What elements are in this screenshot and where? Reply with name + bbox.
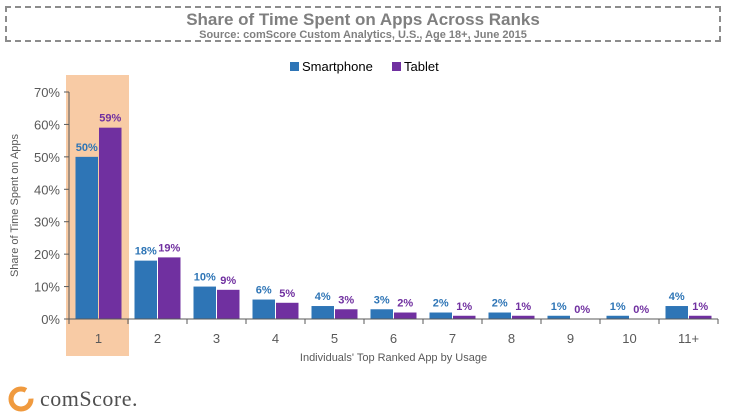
bar-tablet bbox=[276, 302, 299, 319]
data-label-tablet: 1% bbox=[515, 301, 531, 313]
legend-label-tablet: Tablet bbox=[404, 59, 439, 74]
legend-swatch-smartphone bbox=[290, 62, 299, 71]
data-label-smartphone: 18% bbox=[135, 246, 157, 258]
x-tick-label: 5 bbox=[331, 331, 338, 346]
bar-tablet bbox=[512, 315, 535, 319]
y-tick-label: 30% bbox=[34, 215, 60, 230]
legend-swatch-tablet bbox=[392, 62, 401, 71]
bar-tablet bbox=[99, 127, 122, 320]
bar-smartphone bbox=[75, 156, 98, 319]
bar-tablet bbox=[453, 315, 476, 319]
bar-smartphone bbox=[134, 260, 157, 319]
legend-label-smartphone: Smartphone bbox=[302, 59, 373, 74]
data-label-smartphone: 4% bbox=[315, 291, 331, 303]
data-label-tablet: 59% bbox=[99, 113, 121, 125]
data-label-tablet: 3% bbox=[338, 294, 354, 306]
bar-smartphone bbox=[665, 306, 688, 319]
bar-smartphone bbox=[488, 312, 511, 319]
y-tick-label: 60% bbox=[34, 117, 60, 132]
bar-tablet bbox=[335, 309, 358, 319]
comscore-logo-icon bbox=[8, 386, 34, 412]
data-label-tablet: 1% bbox=[692, 301, 708, 313]
data-label-tablet: 1% bbox=[456, 301, 472, 313]
data-label-smartphone: 2% bbox=[433, 298, 449, 310]
y-tick-label: 70% bbox=[34, 85, 60, 100]
x-tick-label: 8 bbox=[508, 331, 515, 346]
y-tick-label: 50% bbox=[34, 150, 60, 165]
x-tick-label: 9 bbox=[567, 331, 574, 346]
data-label-smartphone: 6% bbox=[256, 285, 272, 297]
data-label-tablet: 5% bbox=[279, 288, 295, 300]
data-label-smartphone: 4% bbox=[669, 291, 685, 303]
data-label-smartphone: 50% bbox=[76, 142, 98, 154]
y-tick-label: 20% bbox=[34, 247, 60, 262]
x-tick-label: 10 bbox=[622, 331, 636, 346]
bar-smartphone bbox=[193, 286, 216, 319]
bar-smartphone bbox=[311, 306, 334, 319]
data-label-smartphone: 1% bbox=[551, 301, 567, 313]
bar-tablet bbox=[394, 312, 417, 319]
bar-smartphone bbox=[606, 315, 629, 319]
x-tick-label: 4 bbox=[272, 331, 279, 346]
x-tick-label: 7 bbox=[449, 331, 456, 346]
bar-smartphone bbox=[547, 315, 570, 319]
chart-title: Share of Time Spent on Apps Across Ranks bbox=[186, 10, 540, 29]
x-axis-title: Individuals' Top Ranked App by Usage bbox=[300, 352, 487, 364]
x-tick-label: 1 bbox=[95, 331, 102, 346]
bar-smartphone bbox=[252, 299, 275, 319]
data-label-tablet: 0% bbox=[633, 304, 649, 316]
data-label-smartphone: 3% bbox=[374, 294, 390, 306]
bar-chart: 0%10%20%30%40%50%60%70%Share of Time Spe… bbox=[9, 59, 719, 364]
x-tick-label: 3 bbox=[213, 331, 220, 346]
data-label-smartphone: 10% bbox=[194, 272, 216, 284]
data-label-smartphone: 1% bbox=[610, 301, 626, 313]
data-label-smartphone: 2% bbox=[492, 298, 508, 310]
y-tick-label: 40% bbox=[34, 182, 60, 197]
x-tick-label: 6 bbox=[390, 331, 397, 346]
x-tick-label: 11+ bbox=[678, 331, 699, 346]
chart-title-box: Share of Time Spent on Apps Across Ranks… bbox=[5, 6, 721, 42]
bar-smartphone bbox=[429, 312, 452, 319]
brand-name: comScore. bbox=[40, 386, 138, 411]
bar-tablet bbox=[158, 257, 181, 319]
y-tick-label: 0% bbox=[41, 312, 60, 327]
data-label-tablet: 2% bbox=[397, 298, 413, 310]
data-label-tablet: 19% bbox=[158, 242, 180, 254]
bar-tablet bbox=[689, 315, 712, 319]
y-tick-label: 10% bbox=[34, 280, 60, 295]
bar-smartphone bbox=[370, 309, 393, 319]
data-label-tablet: 9% bbox=[220, 275, 236, 287]
brand-logo: comScore. bbox=[8, 386, 138, 412]
x-tick-label: 2 bbox=[154, 331, 161, 346]
data-label-tablet: 0% bbox=[574, 304, 590, 316]
chart-subtitle: Source: comScore Custom Analytics, U.S.,… bbox=[199, 29, 527, 41]
y-axis-title: Share of Time Spent on Apps bbox=[9, 133, 21, 277]
bar-tablet bbox=[217, 289, 240, 319]
